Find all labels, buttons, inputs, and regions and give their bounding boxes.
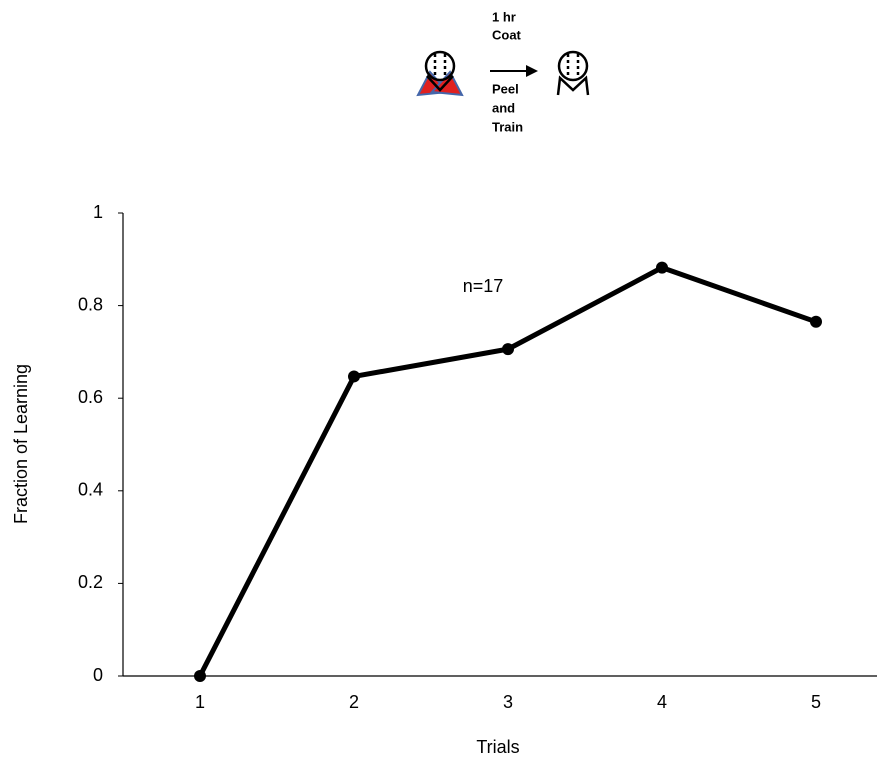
diagram: 1 hr Coat Peel and Train	[416, 9, 590, 134]
x-tick-label: 4	[657, 692, 667, 712]
point	[194, 670, 206, 682]
x-tick-label: 1	[195, 692, 205, 712]
x-tick-label: 2	[349, 692, 359, 712]
point	[348, 370, 360, 383]
icon-after	[556, 50, 590, 96]
y-tick-label: 0.8	[78, 294, 103, 314]
icon-before	[416, 50, 464, 97]
y-tick-label: 0.2	[78, 572, 103, 592]
point	[502, 343, 514, 356]
arrow-head	[526, 65, 538, 77]
y-tick-label: 0	[93, 665, 103, 685]
diagram-text: Peel	[492, 81, 519, 96]
line	[197, 265, 817, 678]
point	[810, 315, 822, 328]
y-tick-label: 1	[93, 202, 103, 222]
x-axis-label: Trials	[476, 737, 519, 757]
point	[656, 261, 668, 274]
y-tick-label: 0.4	[78, 480, 103, 500]
annotation: n=17	[463, 276, 504, 296]
diagram-text: Coat	[492, 27, 522, 42]
diagram-text: and	[492, 100, 515, 115]
diagram-text: Train	[492, 119, 523, 134]
y-tick-label: 0.6	[78, 387, 103, 407]
diagram-text: 1 hr	[492, 9, 516, 24]
y-axis-label: Fraction of Learning	[11, 364, 31, 524]
x-tick-label: 3	[503, 692, 513, 712]
x-tick-label: 5	[811, 692, 821, 712]
